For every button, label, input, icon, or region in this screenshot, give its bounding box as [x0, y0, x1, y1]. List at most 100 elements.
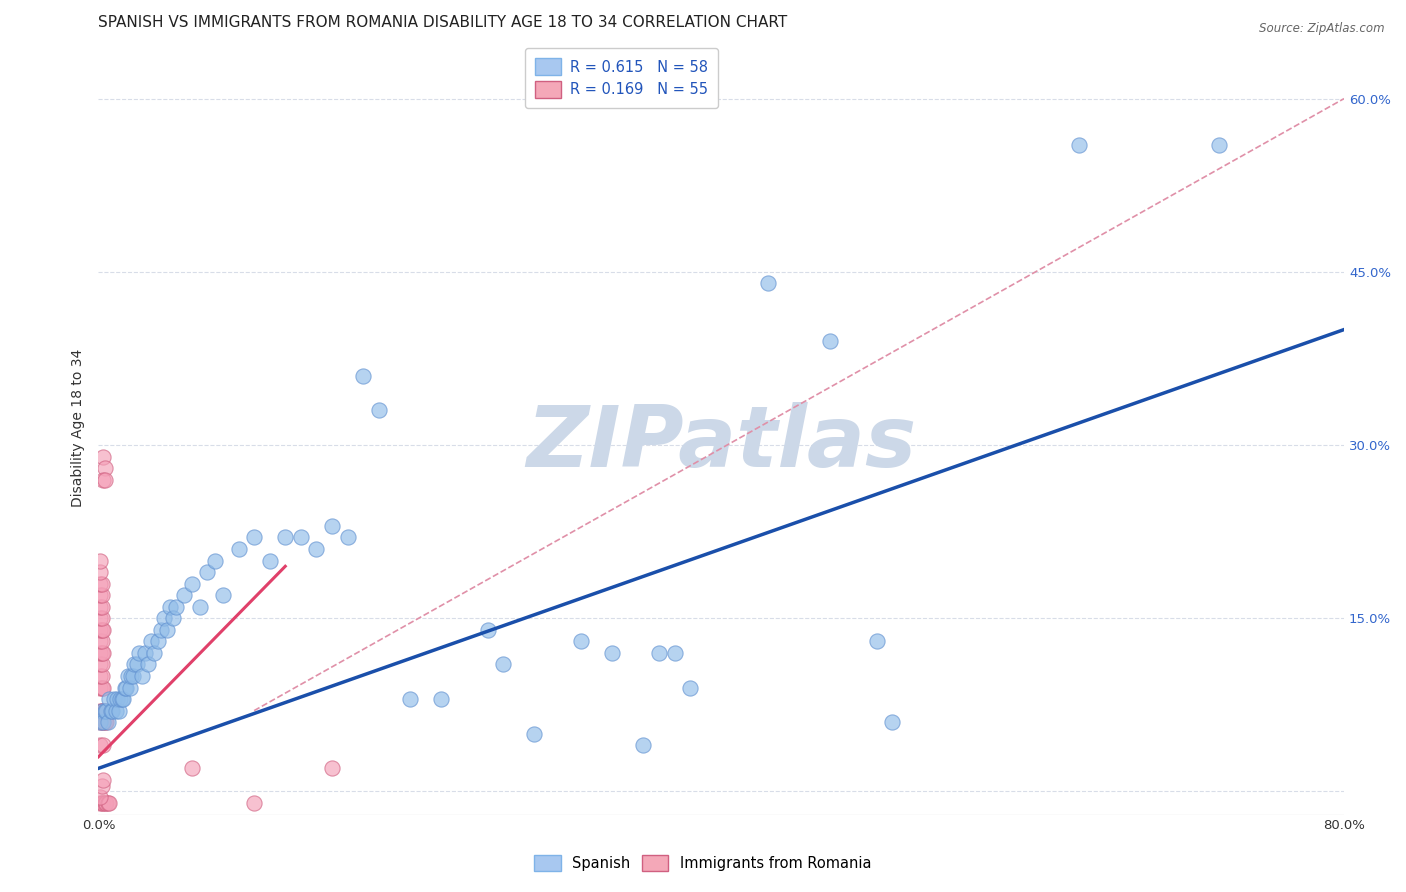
Point	[90, 657, 112, 672]
Point	[259, 553, 281, 567]
Point	[93, 473, 115, 487]
Point	[89, 611, 111, 625]
Point	[91, 704, 114, 718]
Point	[96, 796, 118, 810]
Point	[188, 599, 211, 614]
Point	[90, 611, 112, 625]
Point	[93, 715, 115, 730]
Point	[117, 669, 139, 683]
Point	[882, 715, 904, 730]
Point	[336, 530, 359, 544]
Point	[89, 796, 111, 810]
Point	[91, 473, 114, 487]
Point	[128, 646, 150, 660]
Point	[89, 681, 111, 695]
Point	[146, 634, 169, 648]
Point	[91, 715, 114, 730]
Text: Source: ZipAtlas.com: Source: ZipAtlas.com	[1260, 22, 1385, 36]
Point	[93, 704, 115, 718]
Point	[136, 657, 159, 672]
Point	[101, 704, 124, 718]
Point	[93, 704, 115, 718]
Point	[118, 681, 141, 695]
Point	[90, 779, 112, 793]
Point	[89, 704, 111, 718]
Point	[89, 715, 111, 730]
Point	[98, 692, 121, 706]
Point	[91, 796, 114, 810]
Point	[569, 634, 592, 648]
Point	[89, 588, 111, 602]
Point	[477, 623, 499, 637]
Point	[430, 692, 453, 706]
Point	[96, 704, 118, 718]
Point	[756, 277, 779, 291]
Point	[89, 623, 111, 637]
Point	[90, 681, 112, 695]
Point	[1069, 137, 1091, 152]
Point	[90, 623, 112, 637]
Y-axis label: Disability Age 18 to 34: Disability Age 18 to 34	[72, 349, 86, 507]
Point	[90, 715, 112, 730]
Point	[89, 790, 111, 805]
Point	[141, 634, 163, 648]
Text: SPANISH VS IMMIGRANTS FROM ROMANIA DISABILITY AGE 18 TO 34 CORRELATION CHART: SPANISH VS IMMIGRANTS FROM ROMANIA DISAB…	[98, 15, 787, 30]
Point	[90, 646, 112, 660]
Point	[91, 681, 114, 695]
Point	[648, 646, 671, 660]
Point	[93, 796, 115, 810]
Point	[91, 646, 114, 660]
Point	[143, 646, 166, 660]
Point	[91, 450, 114, 464]
Point	[131, 669, 153, 683]
Point	[866, 634, 889, 648]
Point	[159, 599, 181, 614]
Point	[98, 796, 121, 810]
Point	[1208, 137, 1230, 152]
Point	[398, 692, 420, 706]
Point	[91, 772, 114, 787]
Point	[89, 738, 111, 752]
Point	[93, 461, 115, 475]
Point	[321, 761, 343, 775]
Point	[89, 646, 111, 660]
Point	[633, 738, 655, 752]
Point	[90, 599, 112, 614]
Point	[120, 669, 142, 683]
Point	[97, 796, 120, 810]
Point	[104, 704, 127, 718]
Point	[492, 657, 515, 672]
Point	[100, 704, 122, 718]
Point	[110, 692, 132, 706]
Point	[90, 796, 112, 810]
Point	[89, 669, 111, 683]
Point	[243, 796, 266, 810]
Point	[97, 715, 120, 730]
Point	[243, 530, 266, 544]
Point	[121, 669, 143, 683]
Text: ZIPatlas: ZIPatlas	[526, 401, 917, 484]
Point	[197, 565, 219, 579]
Point	[90, 669, 112, 683]
Point	[89, 576, 111, 591]
Point	[367, 403, 389, 417]
Point	[89, 565, 111, 579]
Point	[523, 727, 546, 741]
Point	[134, 646, 156, 660]
Point	[105, 692, 128, 706]
Point	[90, 704, 112, 718]
Point	[290, 530, 312, 544]
Point	[153, 611, 176, 625]
Point	[90, 576, 112, 591]
Point	[818, 334, 841, 348]
Point	[96, 715, 118, 730]
Point	[127, 657, 149, 672]
Point	[114, 681, 136, 695]
Point	[305, 541, 328, 556]
Point	[115, 681, 138, 695]
Point	[165, 599, 187, 614]
Point	[89, 657, 111, 672]
Point	[679, 681, 702, 695]
Point	[156, 623, 179, 637]
Point	[89, 634, 111, 648]
